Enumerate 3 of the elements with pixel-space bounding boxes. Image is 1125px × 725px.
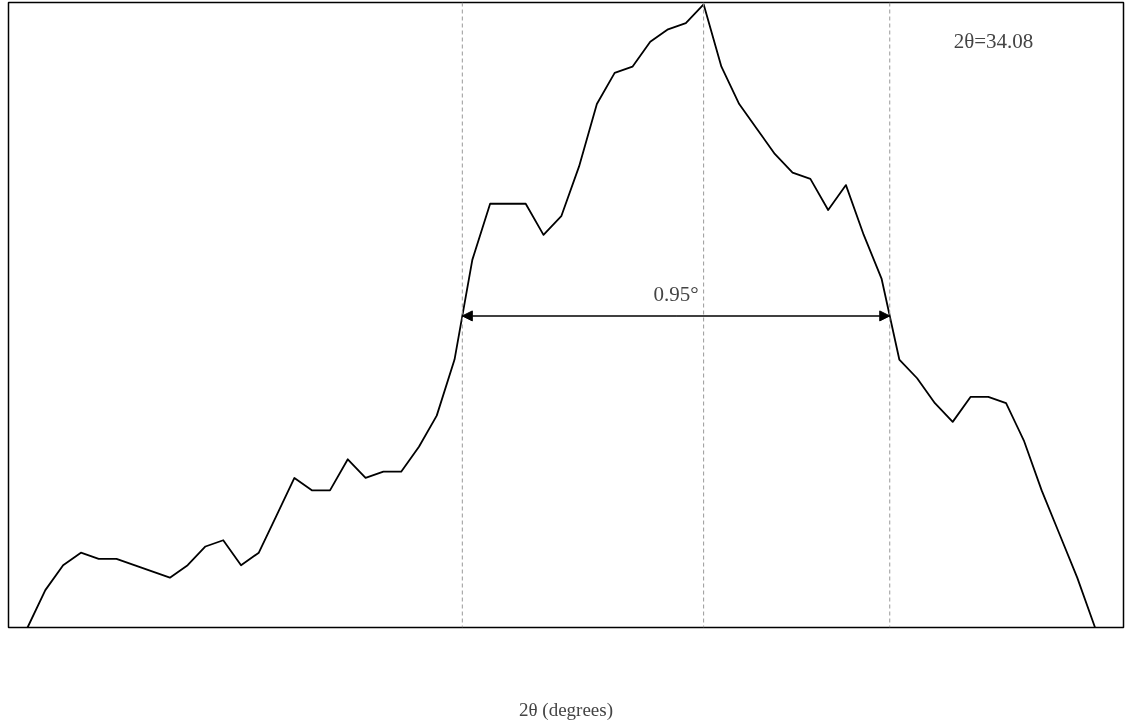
annotation: 2θ=34.08 xyxy=(953,28,1034,53)
x-axis-title: 2θ (degrees) xyxy=(518,698,614,721)
annotation: 0.95° xyxy=(653,281,699,306)
